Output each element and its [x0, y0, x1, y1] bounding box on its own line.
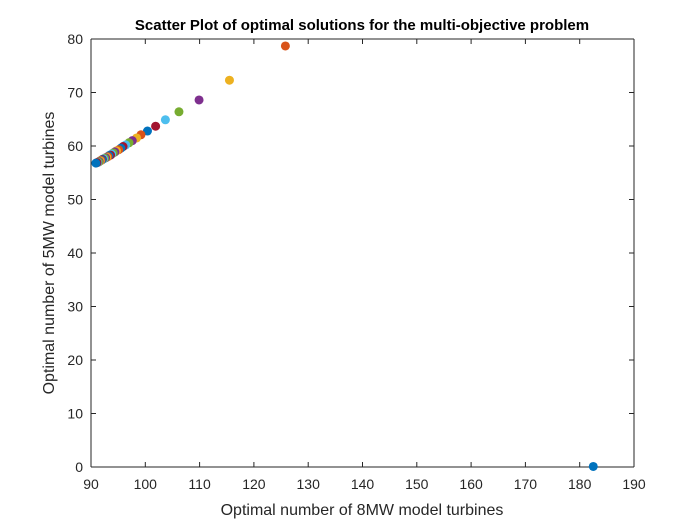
- y-tick-label: 80: [67, 31, 83, 47]
- x-tick-label: 170: [514, 476, 538, 492]
- x-ticks: 90 100 110 120 130 140 150 160 170 180 190: [83, 39, 646, 492]
- y-axis-label: Optimal number of 5MW model turbines: [41, 112, 58, 395]
- x-tick-label: 120: [242, 476, 266, 492]
- plot-axes: [90, 38, 635, 468]
- y-tick-label: 30: [67, 299, 83, 315]
- y-tick-label: 50: [67, 192, 83, 208]
- x-tick-label: 100: [134, 476, 158, 492]
- x-tick-label: 90: [83, 476, 99, 492]
- y-ticks: 0 10 20 30 40 50 60 70 80: [67, 31, 634, 475]
- x-tick-label: 140: [351, 476, 375, 492]
- y-tick-label: 0: [75, 459, 83, 475]
- y-tick-label: 40: [67, 245, 83, 261]
- scatter-point: [588, 461, 598, 471]
- scatter-point: [91, 158, 101, 168]
- y-tick-label: 70: [67, 85, 83, 101]
- scatter-point: [142, 126, 152, 136]
- x-tick-label: 150: [405, 476, 429, 492]
- scatter-point: [174, 107, 184, 117]
- x-tick-label: 110: [188, 476, 211, 492]
- y-tick-label: 60: [67, 138, 83, 154]
- x-tick-label: 130: [297, 476, 321, 492]
- data-points: [91, 41, 598, 471]
- scatter-point: [280, 41, 290, 51]
- x-axis-label: Optimal number of 8MW model turbines: [221, 502, 504, 519]
- scatter-point: [224, 75, 234, 85]
- y-tick-label: 10: [67, 406, 83, 422]
- x-tick-label: 160: [459, 476, 483, 492]
- chart-title: Scatter Plot of optimal solutions for th…: [135, 17, 589, 34]
- scatter-point: [151, 121, 161, 131]
- y-tick-label: 20: [67, 352, 83, 368]
- x-tick-label: 190: [622, 476, 646, 492]
- scatter-point: [160, 115, 170, 125]
- scatter-point: [194, 95, 204, 105]
- x-tick-label: 180: [568, 476, 592, 492]
